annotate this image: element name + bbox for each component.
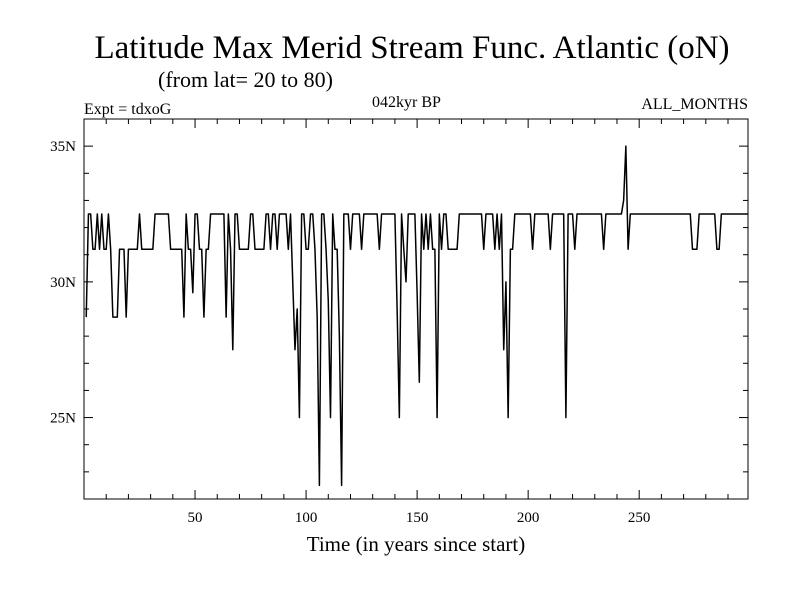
y-tick-label: 35N [50,139,76,155]
x-tick-label: 250 [628,510,651,526]
plot-frame [83,118,749,500]
x-axis: 50 100 150 200 250 [105,119,729,526]
y-tick-label: 30N [50,275,76,291]
y-tick-label: 25N [50,411,76,427]
x-axis-label: Time (in years since start) [307,532,526,556]
y-axis: 25N 30N 35N [50,118,748,500]
x-tick-label: 200 [517,510,540,526]
experiment-label: Expt = tdxoG [84,101,172,118]
x-tick-label: 150 [406,510,429,526]
months-label: ALL_MONTHS [641,96,748,113]
chart-title: Latitude Max Merid Stream Func. Atlantic… [94,30,729,66]
chart-subtitle: (from lat= 20 to 80) [158,67,333,92]
series-group [85,145,748,487]
x-tick-label: 100 [295,510,318,526]
series-line-0 [85,145,748,487]
x-tick-label: 50 [188,510,203,526]
period-label: 042kyr BP [372,94,441,111]
